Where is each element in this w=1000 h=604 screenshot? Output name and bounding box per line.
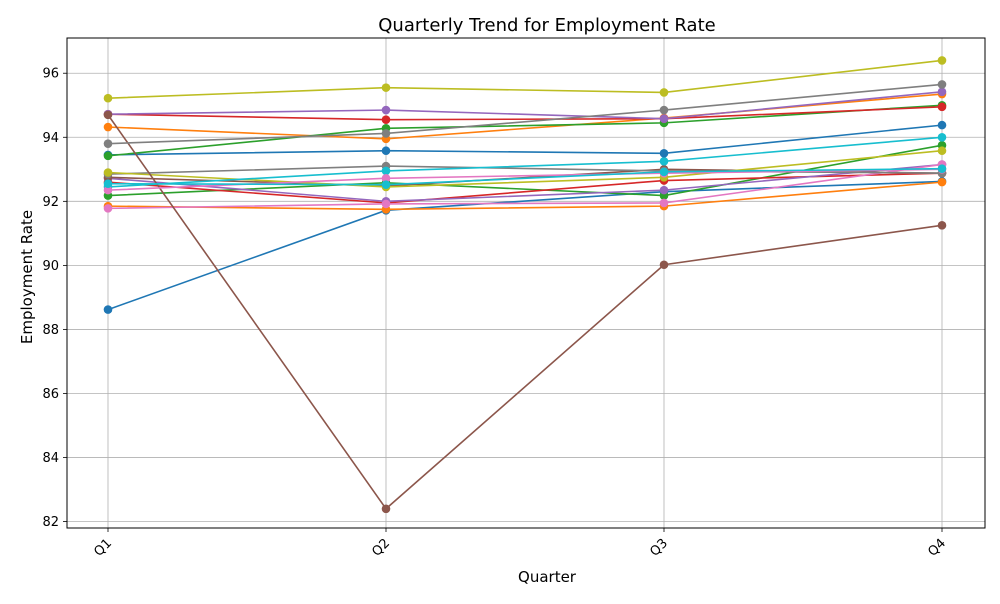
data-point xyxy=(659,198,669,208)
data-point xyxy=(937,164,947,173)
data-point xyxy=(659,105,669,115)
series-line xyxy=(107,83,943,145)
series-group xyxy=(103,56,947,514)
data-point xyxy=(103,179,113,189)
series-line xyxy=(107,163,943,210)
data-point xyxy=(103,151,113,161)
x-tick-label: Q2 xyxy=(369,536,393,560)
chart-title: Quarterly Trend for Employment Rate xyxy=(378,15,715,36)
data-point xyxy=(659,167,669,177)
y-tick-label: 86 xyxy=(42,387,59,402)
y-tick-label: 96 xyxy=(42,67,59,82)
data-point xyxy=(659,148,669,158)
data-point xyxy=(659,185,669,195)
data-point xyxy=(381,173,391,183)
data-point xyxy=(103,93,113,103)
series-line xyxy=(107,59,943,100)
series-line xyxy=(107,106,943,121)
data-point xyxy=(659,157,669,166)
y-axis-label: Employment Rate xyxy=(18,210,36,344)
data-point xyxy=(103,185,113,195)
data-point xyxy=(937,56,947,65)
series-18 xyxy=(103,80,947,148)
data-point xyxy=(937,146,947,156)
x-tick-label: Q1 xyxy=(91,536,115,560)
data-point xyxy=(381,146,391,156)
series-20 xyxy=(103,164,947,189)
series-line xyxy=(107,114,943,510)
data-point xyxy=(103,122,113,132)
x-axis-label: Quarter xyxy=(518,568,577,586)
data-point xyxy=(103,305,113,314)
data-point xyxy=(659,260,669,270)
y-tick-label: 94 xyxy=(42,131,59,146)
series-1 xyxy=(103,177,947,314)
series-line xyxy=(107,181,943,211)
data-point xyxy=(659,114,669,124)
data-point xyxy=(103,168,113,177)
series-11 xyxy=(103,120,947,160)
axis-ticks: Q1 Q2 Q3 Q4 82 84 86 88 90 92 94 96 xyxy=(42,67,949,560)
data-point xyxy=(937,120,947,130)
data-point xyxy=(381,105,391,115)
y-tick-label: 88 xyxy=(42,323,59,338)
x-tick-label: Q3 xyxy=(647,536,671,560)
data-point xyxy=(381,504,391,514)
data-point xyxy=(103,139,113,148)
x-tick-label: Q4 xyxy=(925,536,949,560)
data-point xyxy=(381,166,391,176)
series-line xyxy=(107,163,943,203)
series-line xyxy=(107,136,943,188)
data-point xyxy=(937,80,947,89)
series-19 xyxy=(103,56,947,103)
series-line xyxy=(107,124,943,156)
series-line xyxy=(107,91,943,120)
data-point xyxy=(381,83,391,92)
y-tick-label: 90 xyxy=(42,259,59,274)
data-point xyxy=(937,102,947,112)
series-line xyxy=(107,165,943,175)
data-point xyxy=(103,110,113,120)
data-point xyxy=(381,129,391,138)
plot-area xyxy=(66,37,986,529)
y-tick-label: 84 xyxy=(42,451,59,466)
data-point xyxy=(937,177,947,187)
series-line xyxy=(107,167,943,186)
data-point xyxy=(381,115,391,124)
data-point xyxy=(937,221,947,230)
series-line xyxy=(107,104,943,157)
data-point xyxy=(659,88,669,97)
y-tick-label: 82 xyxy=(42,515,59,530)
series-line xyxy=(107,180,943,311)
data-point xyxy=(937,132,947,142)
data-point xyxy=(937,87,947,97)
data-point xyxy=(381,180,391,189)
data-point xyxy=(103,204,113,213)
data-point xyxy=(381,199,391,209)
y-tick-label: 92 xyxy=(42,195,59,210)
series-16 xyxy=(103,110,947,514)
